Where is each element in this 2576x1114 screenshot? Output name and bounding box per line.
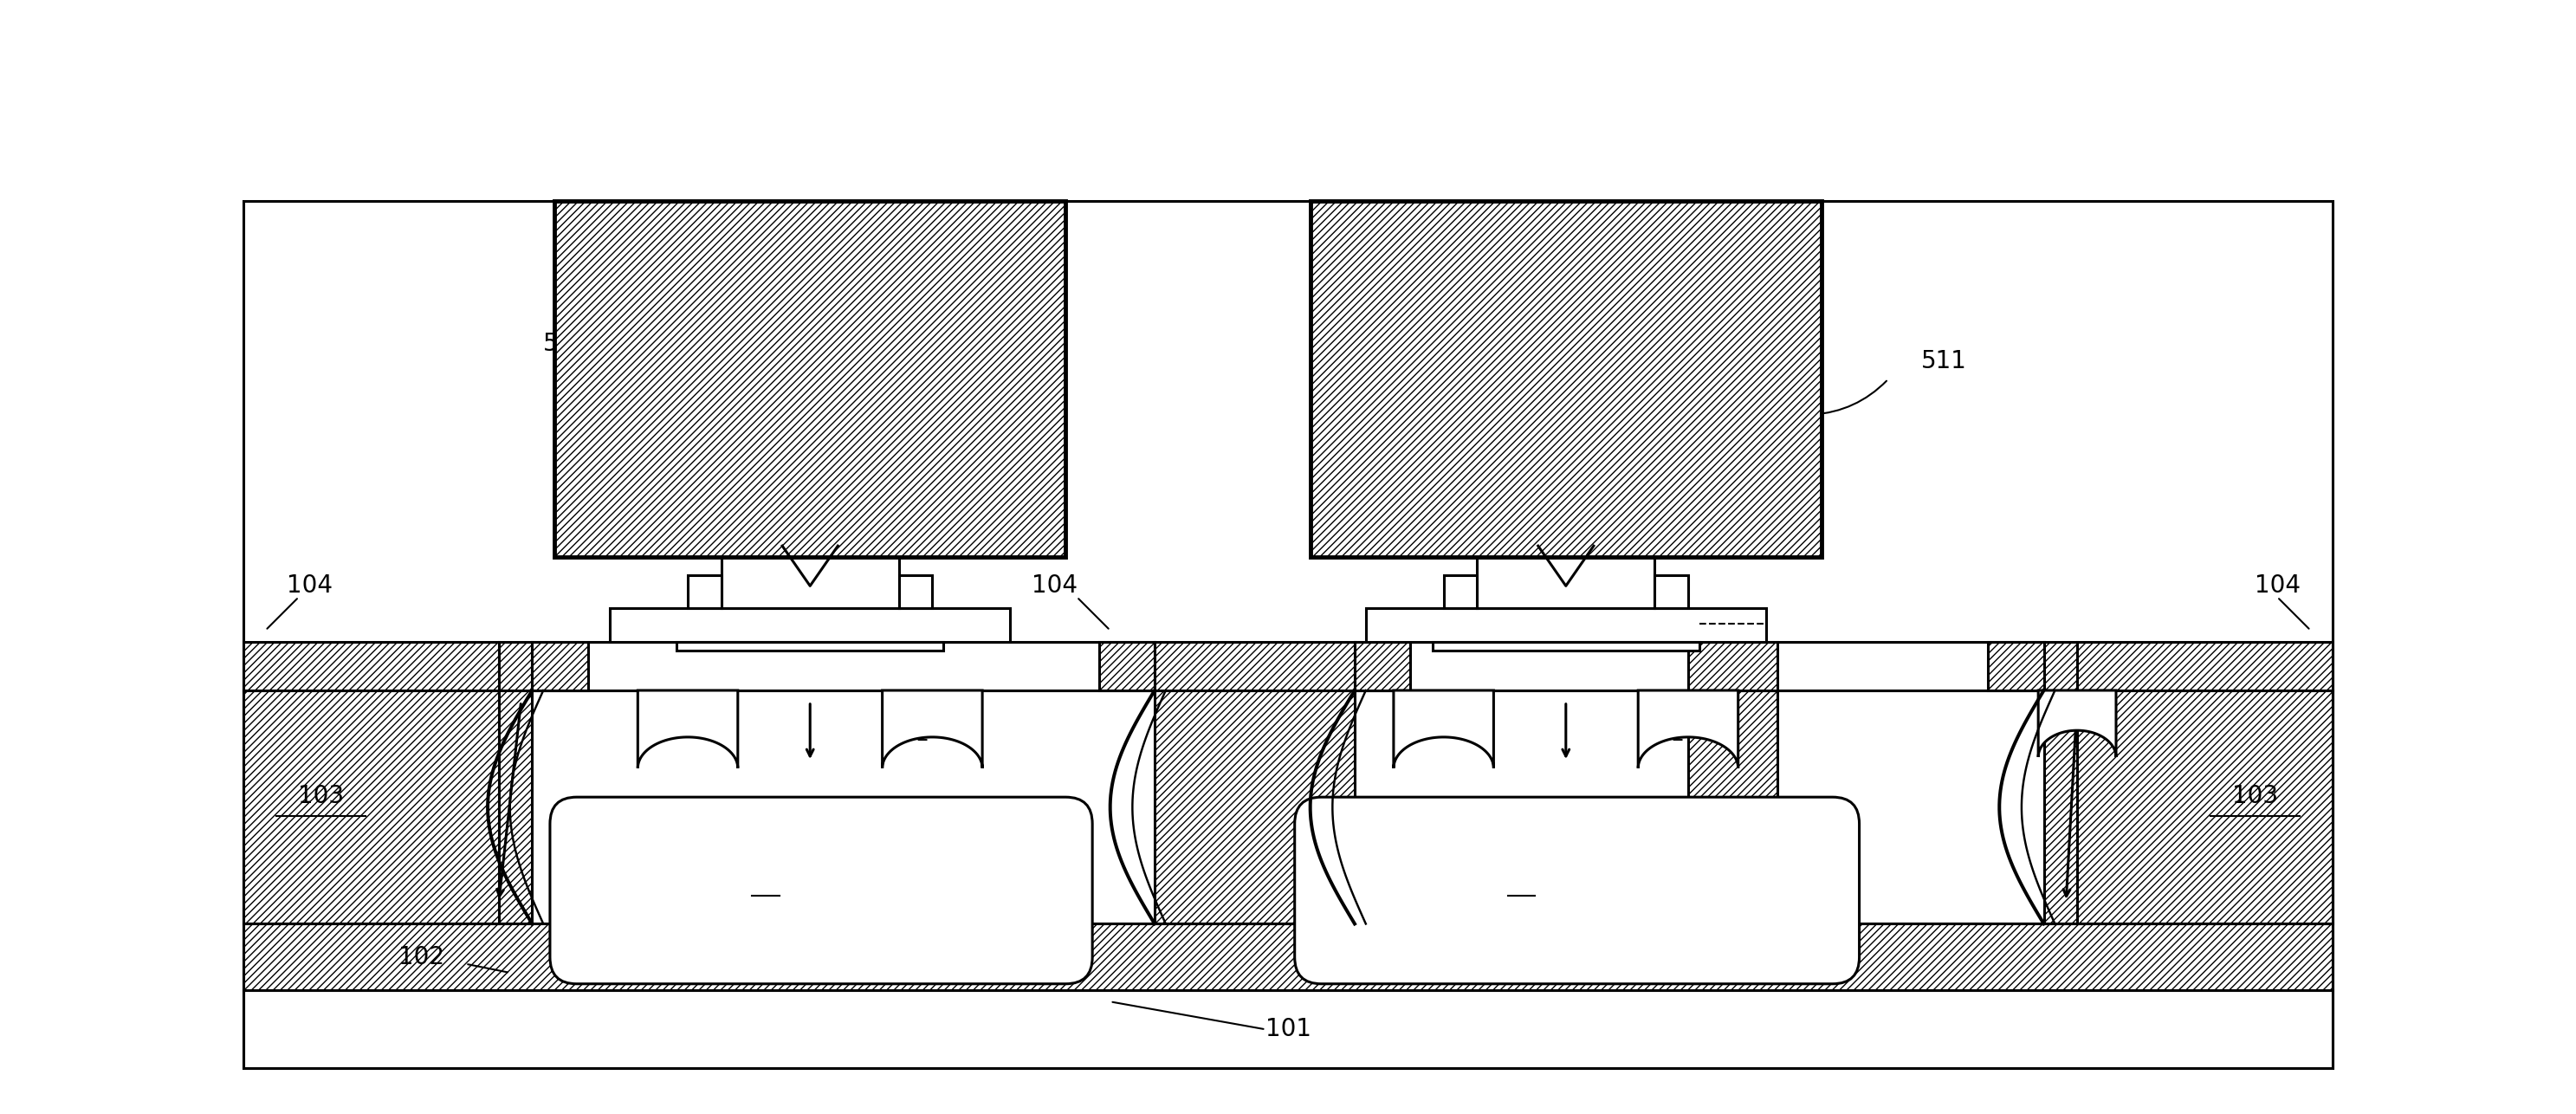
Bar [721, 546, 899, 608]
Bar [500, 642, 533, 691]
Bar [554, 202, 1066, 557]
Bar [1355, 642, 1409, 691]
Text: 102: 102 [399, 945, 443, 969]
Polygon shape [884, 691, 981, 769]
Bar [242, 202, 2334, 1068]
Bar [533, 642, 1154, 691]
Polygon shape [1687, 691, 1777, 924]
Polygon shape [2043, 691, 2076, 924]
Text: 104: 104 [1030, 574, 1077, 598]
Bar [242, 990, 2334, 1068]
Text: 511: 511 [1922, 349, 1965, 373]
Polygon shape [242, 691, 500, 924]
Bar [242, 642, 500, 691]
Text: 140: 140 [747, 873, 786, 895]
Bar [611, 608, 1010, 642]
Text: NBL: NBL [878, 873, 920, 895]
Text: 142: 142 [1646, 724, 1685, 745]
Bar [1311, 202, 1821, 557]
Polygon shape [639, 691, 737, 769]
Polygon shape [1154, 691, 1355, 924]
Bar [677, 642, 943, 651]
Text: 103: 103 [299, 784, 345, 808]
Bar [1538, 546, 1595, 586]
Bar [1365, 608, 1767, 642]
Text: 104: 104 [286, 574, 332, 598]
Bar [1989, 642, 2043, 691]
Text: 104: 104 [2254, 574, 2300, 598]
Bar [242, 924, 2334, 990]
Bar [1654, 575, 1687, 608]
Text: 511: 511 [544, 332, 587, 355]
Text: 103: 103 [2231, 784, 2277, 808]
Bar [1432, 642, 1700, 651]
Bar [1154, 642, 1355, 691]
Polygon shape [2038, 691, 2115, 758]
Polygon shape [1638, 691, 1739, 769]
Bar [533, 642, 587, 691]
Bar [1355, 642, 2043, 691]
FancyBboxPatch shape [549, 798, 1092, 984]
Bar [2076, 642, 2334, 691]
Bar [1476, 546, 1654, 608]
Polygon shape [1394, 691, 1494, 769]
Bar [1443, 575, 1476, 608]
Bar [899, 575, 933, 608]
Text: 101: 101 [1265, 1017, 1311, 1042]
Bar [242, 691, 2334, 924]
Polygon shape [500, 691, 533, 924]
Text: 141: 141 [1502, 873, 1540, 895]
Text: PBL: PBL [1636, 873, 1674, 895]
Bar [688, 575, 721, 608]
Bar [1100, 642, 1154, 691]
Bar [783, 546, 837, 586]
Polygon shape [2076, 691, 2334, 924]
FancyBboxPatch shape [1296, 798, 1860, 984]
Text: 142: 142 [891, 724, 930, 745]
Bar [1687, 642, 1777, 691]
Bar [2043, 642, 2076, 691]
